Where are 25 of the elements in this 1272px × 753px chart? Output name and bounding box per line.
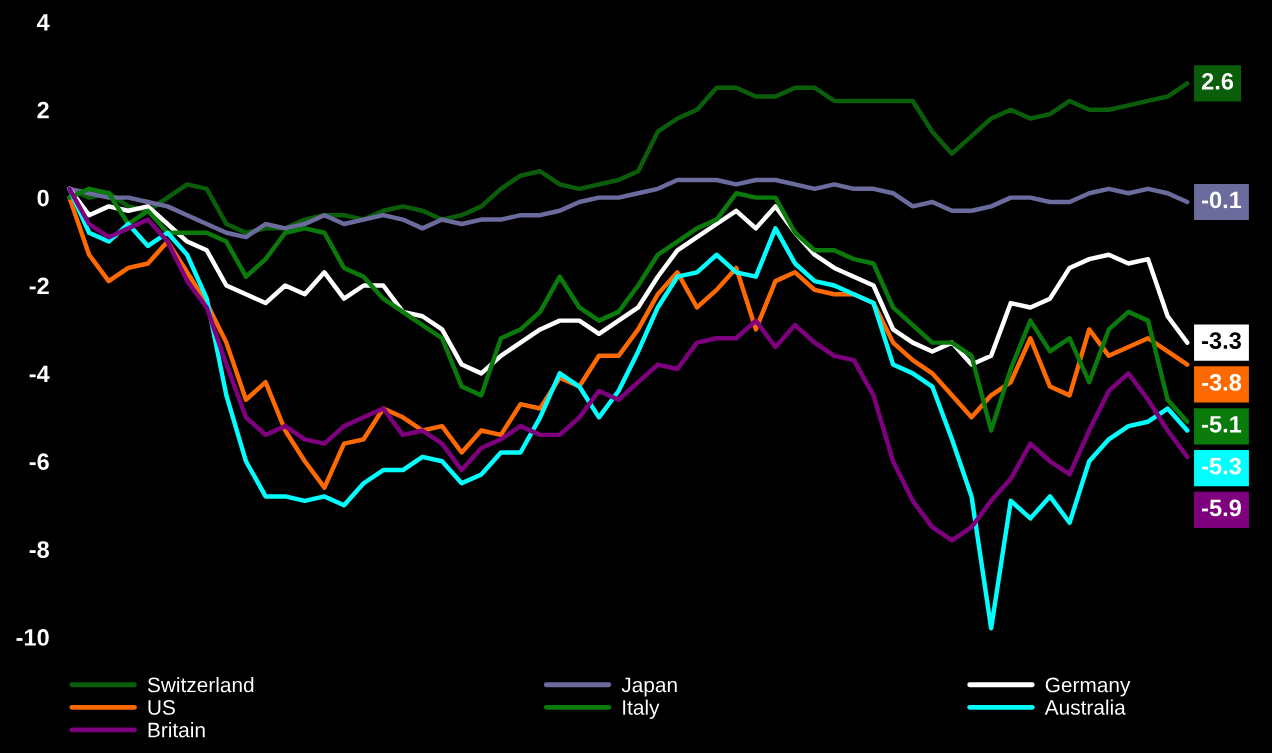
line-series [67, 186, 1190, 376]
line-series [67, 186, 1190, 433]
data-label: -5.1 [1202, 416, 1242, 433]
y-tick-label: 2 [37, 101, 49, 119]
data-label: -3.3 [1202, 332, 1241, 349]
data-label: -5.3 [1202, 457, 1241, 475]
y-tick-label: -10 [16, 629, 49, 646]
legend-label: Australia [1044, 699, 1126, 715]
legend-label: Germany [1045, 677, 1131, 697]
y-tick-label: -4 [29, 365, 50, 382]
y-tick-label: 4 [36, 14, 50, 31]
y-tick-label: -6 [29, 453, 49, 471]
data-label: 2.6 [1201, 72, 1234, 90]
data-label: -3.8 [1202, 374, 1242, 391]
legend-label: US [148, 700, 175, 715]
legend-label: Britain [148, 722, 205, 738]
y-tick-label: -2 [29, 277, 49, 295]
legend-label: Japan [621, 677, 677, 697]
line-series [67, 186, 1190, 543]
data-label: -0.1 [1202, 191, 1242, 209]
y-tick-label: 0 [37, 189, 49, 207]
legend-label: Switzerland [147, 677, 254, 693]
data-label: -5.9 [1202, 499, 1241, 517]
y-tick-label: -8 [29, 541, 49, 558]
legend-label: Italy [623, 699, 660, 719]
